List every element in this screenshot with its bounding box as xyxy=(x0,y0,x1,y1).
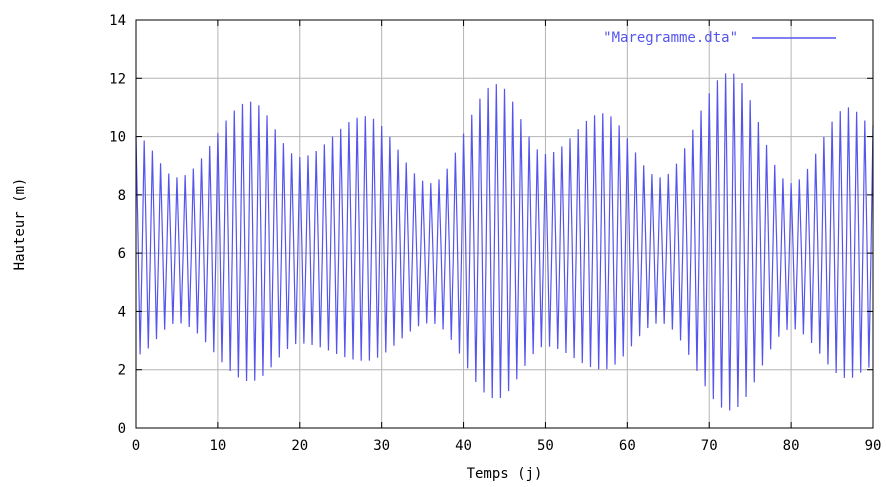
y-tick-label: 8 xyxy=(118,188,126,204)
x-tick-label: 10 xyxy=(209,438,226,454)
y-tick-label: 12 xyxy=(109,71,126,87)
series-maregramme xyxy=(135,73,874,411)
x-axis-title: Temps (j) xyxy=(467,466,543,482)
x-tick-label: 50 xyxy=(537,438,554,454)
x-tick-label: 60 xyxy=(619,438,636,454)
y-tick-label: 2 xyxy=(118,363,126,379)
plot-frame xyxy=(135,19,874,429)
x-tick-label: 30 xyxy=(373,438,390,454)
y-tick-label: 0 xyxy=(118,421,126,437)
y-axis-title: Hauteur (m) xyxy=(12,178,28,271)
legend: "Maregramme.dta" xyxy=(603,30,836,46)
x-tick-label: 80 xyxy=(783,438,800,454)
y-tick-label: 4 xyxy=(118,304,126,320)
x-tick-label: 70 xyxy=(701,438,718,454)
series-line-maregramme xyxy=(135,73,874,411)
x-tick-label: 0 xyxy=(132,438,140,454)
x-tick-label: 40 xyxy=(455,438,472,454)
legend-label: "Maregramme.dta" xyxy=(603,30,738,46)
y-tick-label: 10 xyxy=(109,130,126,146)
ticks: 0 10 20 30 40 50 60 70 80 90 0 2 4 6 8 10 12 14 xyxy=(109,13,881,454)
y-tick-label: 6 xyxy=(118,246,126,262)
y-tick-label: 14 xyxy=(109,13,126,29)
x-tick-label: 20 xyxy=(291,438,308,454)
x-tick-label: 90 xyxy=(865,438,882,454)
